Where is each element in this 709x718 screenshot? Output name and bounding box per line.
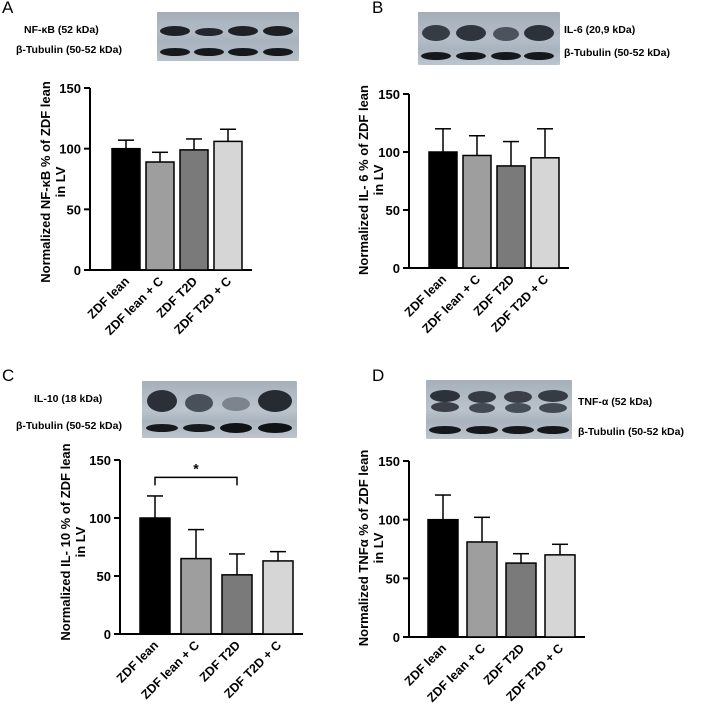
western-blot-image	[157, 12, 299, 61]
blot-label-tubulin: β-Tubulin (50-52 kDa)	[564, 47, 670, 59]
y-tick-label: 0	[393, 630, 400, 645]
y-axis-label-line2: in LV	[371, 532, 386, 563]
y-tick-label: 0	[393, 261, 400, 276]
western-blot-image	[418, 12, 560, 65]
y-tick-label: 50	[386, 571, 400, 586]
bar	[427, 518, 459, 638]
blot-label-target: IL-10 (18 kDa)	[34, 393, 103, 405]
y-axis-label: Normalized IL- 10 % of ZDF lean	[58, 443, 73, 640]
y-axis-label-line2: in LV	[371, 164, 386, 195]
panel-letter: A	[2, 0, 14, 17]
panel-letter: B	[372, 0, 384, 17]
y-tick-label: 50	[97, 569, 111, 584]
blot-bands	[160, 26, 293, 56]
blot-label-target: TNF-α (52 kDa)	[578, 396, 653, 408]
y-axis-label: Normalized NF-κB % of ZDF lean	[38, 81, 53, 283]
bar	[544, 554, 576, 638]
significance-marker: *	[193, 460, 199, 476]
panel-letter: D	[372, 366, 385, 385]
bar	[466, 541, 498, 638]
blot-label-tubulin: β-Tubulin (50-52 kDa)	[578, 426, 684, 438]
bar	[111, 147, 141, 271]
blot-label-tubulin: β-Tubulin (50-52 kDa)	[16, 44, 122, 56]
y-tick-label: 50	[67, 202, 81, 217]
y-axis-label-line2: in LV	[73, 526, 88, 557]
panel-letter: C	[2, 366, 15, 385]
bar	[179, 149, 209, 271]
blot-label-target: IL-6 (20,9 kDa)	[564, 24, 636, 36]
bar	[428, 151, 458, 269]
y-tick-label: 0	[104, 627, 111, 642]
blot-bands	[421, 25, 554, 60]
panel-b: B IL-6 (20,9 kDa) β-Tubulin (50-52 kDa) …	[354, 0, 709, 358]
panel-d: D TNF-α (52 kDa) β-Tubulin (50-52 kDa) 0…	[354, 358, 709, 718]
panel-c: C IL-10 (18 kDa) β-Tubulin (50-52 kDa) 0…	[0, 358, 354, 718]
y-tick-label: 100	[378, 145, 400, 160]
bar	[221, 574, 253, 635]
blot-bands	[146, 390, 292, 433]
y-tick-label: 150	[378, 87, 400, 102]
bar	[139, 517, 171, 635]
y-tick-label: 150	[89, 453, 111, 468]
bar	[496, 165, 526, 269]
y-tick-label: 150	[59, 81, 81, 96]
y-axis-label: Normalized IL- 6 % of ZDF lean	[356, 85, 371, 275]
blot-label-tubulin: β-Tubulin (50-52 kDa)	[16, 420, 122, 432]
y-tick-label: 150	[378, 454, 400, 469]
bar	[213, 140, 243, 271]
y-axis-label-line2: in LV	[53, 166, 68, 197]
panel-a: A NF-κB (52 kDa) β-Tubulin (50-52 kDa) 0…	[0, 0, 354, 358]
y-tick-label: 100	[59, 142, 81, 157]
bar	[530, 157, 560, 269]
blot-label-target: NF-κB (52 kDa)	[24, 24, 99, 36]
western-blot-image	[142, 381, 297, 438]
y-tick-label: 100	[378, 513, 400, 528]
bar	[462, 154, 492, 269]
western-blot-image	[426, 380, 572, 439]
bar	[145, 161, 175, 271]
y-axis-label: Normalized TNFα % of ZDF lean	[356, 450, 371, 647]
significance-bracket	[154, 476, 238, 486]
y-tick-label: 50	[386, 203, 400, 218]
y-tick-label: 100	[89, 511, 111, 526]
y-tick-label: 0	[74, 263, 81, 278]
blot-bands	[429, 390, 569, 434]
bar	[180, 557, 212, 635]
bar	[505, 562, 537, 638]
bar	[262, 560, 294, 635]
